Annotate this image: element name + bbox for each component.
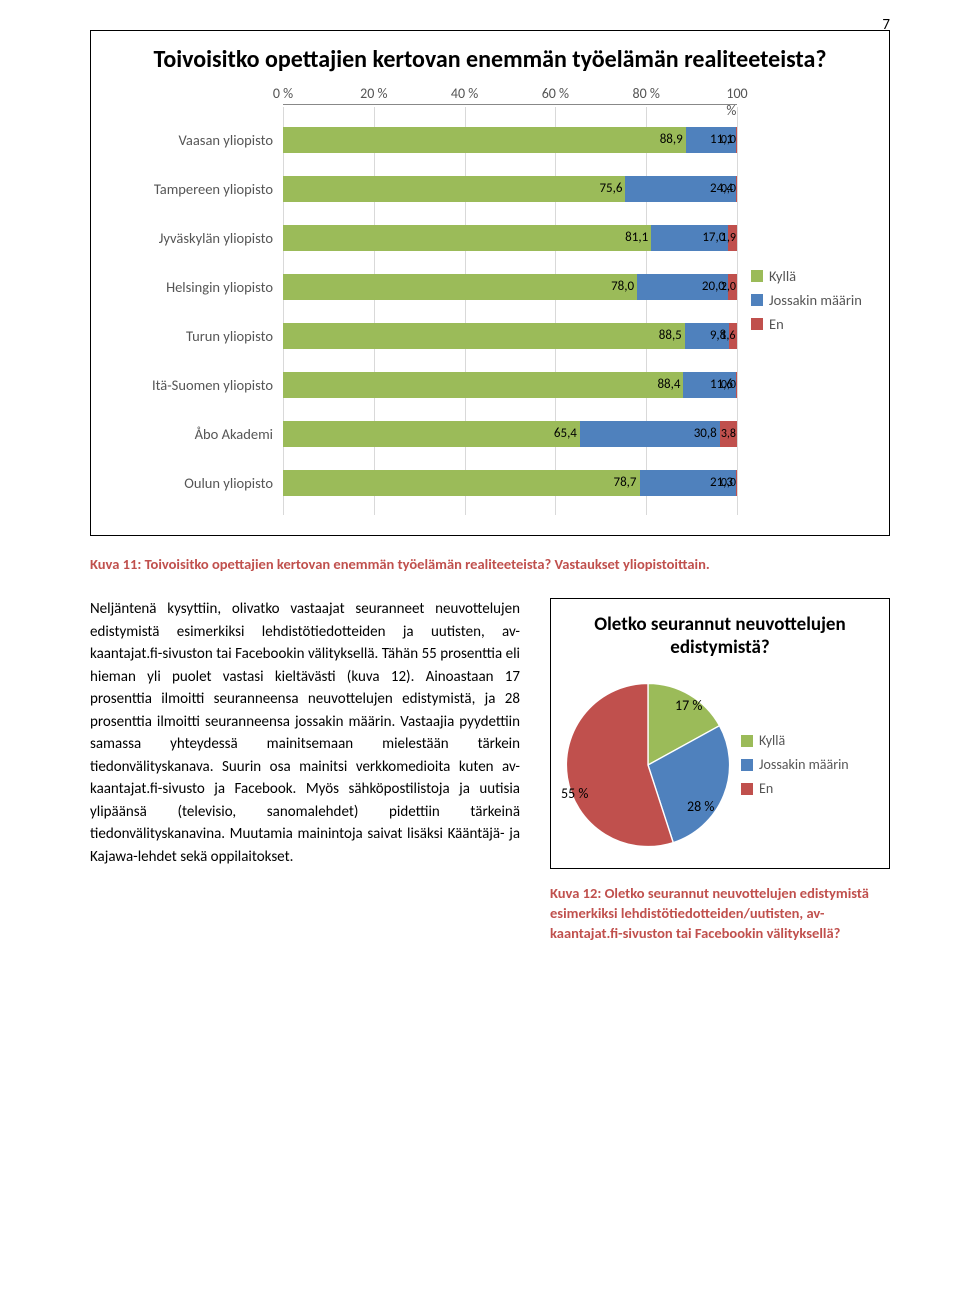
bar-row-label: Helsingin yliopisto (103, 278, 283, 296)
bar-segment: 1,6 (729, 323, 736, 349)
legend-label: Kyllä (769, 267, 796, 285)
bar-segment: 65,4 (283, 421, 580, 447)
bar-segment: 20,0 (637, 274, 728, 300)
page-number: 7 (882, 16, 890, 34)
pie-chart-title: Oletko seurannut neuvottelujen edistymis… (559, 613, 881, 659)
legend-label: En (769, 315, 784, 333)
bar-row: Tampereen yliopisto75,624,40,0 (103, 172, 737, 205)
bar-segment: 0,0 (736, 176, 737, 202)
bar-segment: 88,5 (283, 323, 685, 349)
bar-segment: 0,0 (736, 372, 737, 398)
bar-segment: 88,4 (283, 372, 683, 398)
bar-row-label: Turun yliopisto (103, 327, 283, 345)
figure-11-caption: Kuva 11: Toivoisitko opettajien kertovan… (90, 554, 890, 574)
bar-segment: 24,4 (625, 176, 736, 202)
bar-chart-axis: 0 %20 %40 %60 %80 %100 % (283, 85, 737, 105)
bar-segment: 88,9 (283, 127, 686, 153)
figure-12-caption: Kuva 12: Oletko seurannut neuvottelujen … (550, 883, 890, 944)
bar-row: Vaasan yliopisto88,911,10,0 (103, 123, 737, 156)
bar-segment: 17,0 (651, 225, 728, 251)
legend-swatch (751, 294, 763, 306)
legend-item: En (751, 315, 877, 333)
bar-segment: 75,6 (283, 176, 625, 202)
pie-chart-legend: Kyllä Jossakin määrin En (741, 732, 849, 797)
bar-row: Turun yliopisto88,59,81,6 (103, 319, 737, 352)
bar-row-label: Vaasan yliopisto (103, 131, 283, 149)
bar-row-label: Itä-Suomen yliopisto (103, 376, 283, 394)
bar-row: Helsingin yliopisto78,020,02,0 (103, 270, 737, 303)
legend-swatch (741, 783, 753, 795)
pie-chart: Oletko seurannut neuvottelujen edistymis… (550, 598, 890, 868)
bar-segment: 0,0 (736, 127, 737, 153)
legend-swatch (751, 270, 763, 282)
bar-chart-title: Toivoisitko opettajien kertovan enemmän … (103, 45, 877, 75)
axis-tick: 80 % (633, 85, 660, 102)
legend-item: Kyllä (751, 267, 877, 285)
axis-tick: 0 % (273, 85, 293, 102)
axis-tick: 60 % (542, 85, 569, 102)
legend-label: Kyllä (759, 732, 785, 749)
bar-segment: 78,0 (283, 274, 637, 300)
bar-row-label: Oulun yliopisto (103, 474, 283, 492)
bar-segment: 78,7 (283, 470, 640, 496)
legend-item: Jossakin määrin (751, 291, 877, 309)
legend-item: Kyllä (741, 732, 849, 749)
bar-segment: 1,9 (728, 225, 737, 251)
legend-label: En (759, 780, 773, 797)
legend-item: En (741, 780, 849, 797)
bar-row-label: Jyväskylän yliopisto (103, 229, 283, 247)
legend-swatch (741, 735, 753, 747)
axis-tick: 40 % (451, 85, 478, 102)
bar-chart: Toivoisitko opettajien kertovan enemmän … (90, 30, 890, 536)
legend-swatch (741, 759, 753, 771)
bar-row-label: Tampereen yliopisto (103, 180, 283, 198)
bar-row: Itä-Suomen yliopisto88,411,60,0 (103, 368, 737, 401)
legend-swatch (751, 318, 763, 330)
axis-tick: 20 % (360, 85, 387, 102)
pie-slice-label: 55 % (561, 785, 588, 802)
pie-slice-label: 17 % (675, 697, 702, 714)
bar-row: Oulun yliopisto78,721,30,0 (103, 466, 737, 499)
bar-row-label: Åbo Akademi (103, 425, 283, 443)
bar-chart-legend: Kyllä Jossakin määrin En (737, 85, 877, 515)
legend-item: Jossakin määrin (741, 756, 849, 773)
bar-segment: 0,0 (736, 470, 737, 496)
legend-label: Jossakin määrin (769, 291, 862, 309)
bar-segment: 3,8 (720, 421, 737, 447)
legend-label: Jossakin määrin (759, 756, 849, 773)
bar-segment: 2,0 (728, 274, 737, 300)
body-paragraph: Neljäntenä kysyttiin, olivatko vastaajat… (90, 598, 520, 967)
bar-segment: 30,8 (580, 421, 720, 447)
bar-row: Jyväskylän yliopisto81,117,01,9 (103, 221, 737, 254)
bar-row: Åbo Akademi65,430,83,8 (103, 417, 737, 450)
bar-segment: 81,1 (283, 225, 651, 251)
pie-svg (563, 680, 733, 850)
pie-slice-label: 28 % (687, 798, 714, 815)
